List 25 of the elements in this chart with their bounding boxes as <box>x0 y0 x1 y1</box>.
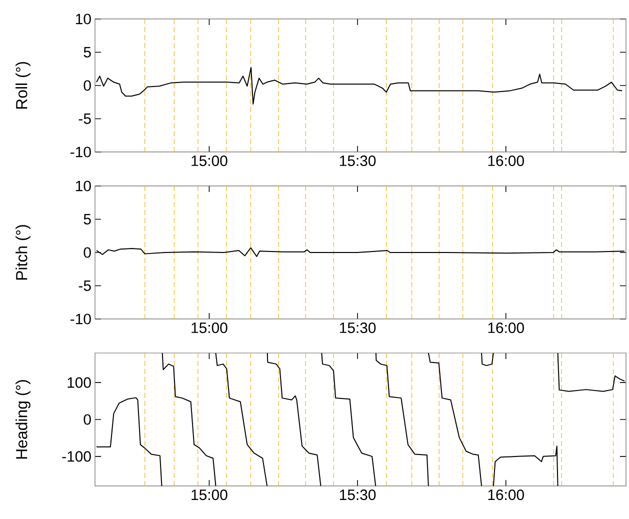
x-tick-label: 15:30 <box>340 156 376 166</box>
x-tick-label: 15:00 <box>192 490 228 500</box>
y-tick-label: -10 <box>70 314 91 324</box>
y-tick-label: 100 <box>68 377 91 388</box>
x-tick-label: 16:00 <box>488 156 524 166</box>
y-axis-title: Pitch (°) <box>16 225 30 280</box>
y-tick-label: -5 <box>78 114 91 124</box>
y-tick-label: 10 <box>76 14 91 24</box>
x-tick-label: 16:00 <box>488 322 524 334</box>
y-tick-label: -100 <box>62 451 91 462</box>
y-tick-label: 0 <box>84 414 91 425</box>
x-tick-label: 15:00 <box>192 322 228 334</box>
y-tick-label: -10 <box>70 146 91 158</box>
y-axis-title: Heading (°) <box>16 380 30 459</box>
x-tick-label: 16:00 <box>488 490 524 500</box>
y-tick-label: 0 <box>84 80 91 91</box>
y-axis-title: Roll (°) <box>16 62 30 109</box>
x-tick-label: 15:30 <box>340 322 376 334</box>
x-tick-label: 15:00 <box>192 156 228 166</box>
y-tick-label: -5 <box>78 280 91 291</box>
y-tick-label: 0 <box>84 247 91 258</box>
y-tick-label: 5 <box>84 47 91 58</box>
x-tick-label: 15:30 <box>340 490 376 500</box>
y-tick-label: 5 <box>84 214 91 224</box>
y-tick-label: 10 <box>76 180 91 192</box>
